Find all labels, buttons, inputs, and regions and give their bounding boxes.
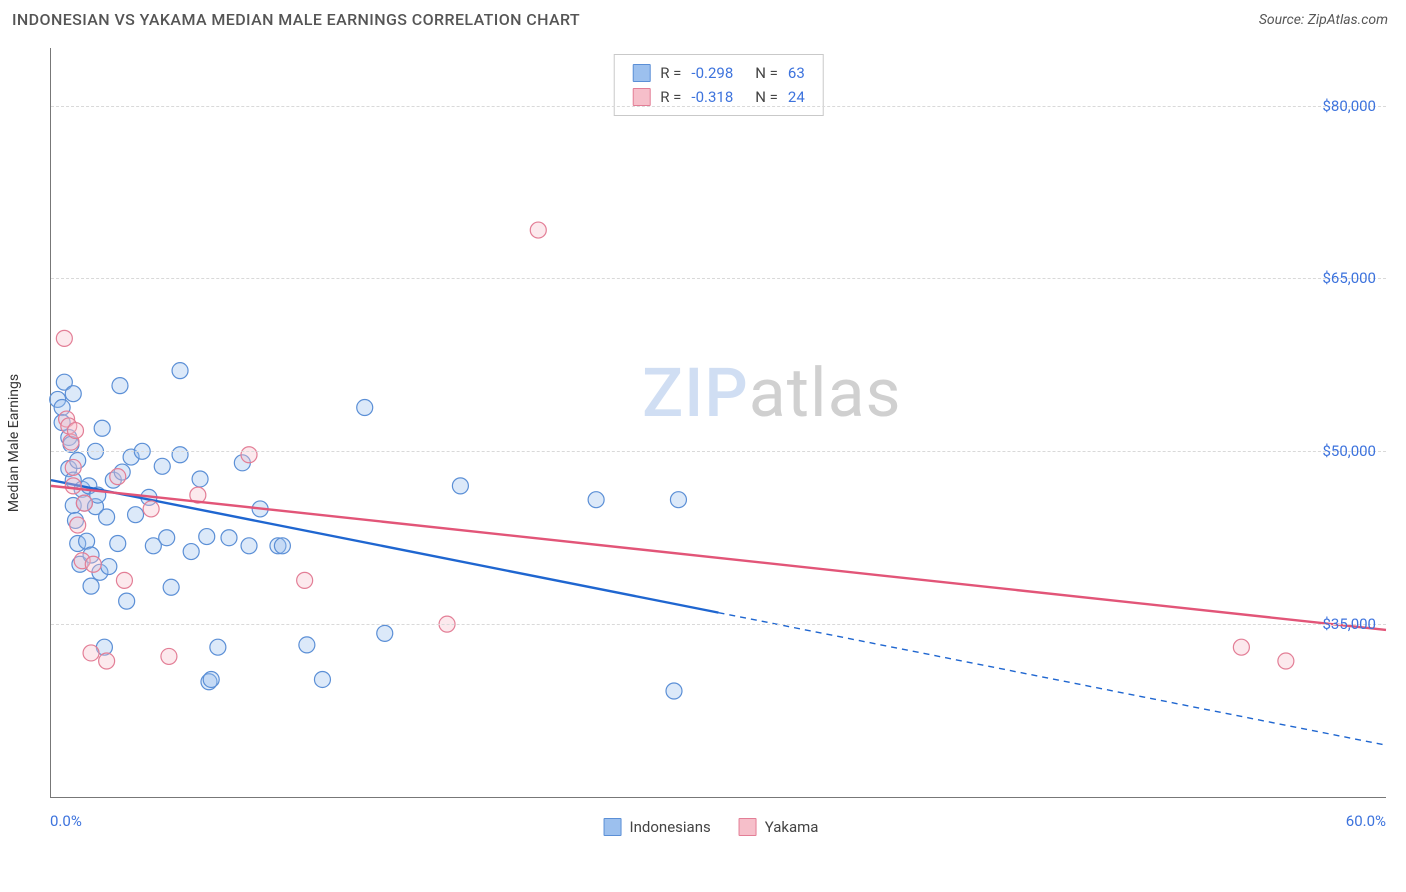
- scatter-point: [241, 447, 257, 463]
- stat-n-value: 63: [788, 61, 805, 85]
- plot-container: Median Male Earnings ZIPatlas R =-0.298N…: [36, 48, 1386, 838]
- y-tick-label: $80,000: [1322, 97, 1376, 115]
- scatter-point: [116, 572, 132, 588]
- scatter-point: [119, 593, 135, 609]
- legend-item: Indonesians: [604, 818, 711, 836]
- source-attribution: Source: ZipAtlas.com: [1259, 12, 1388, 28]
- scatter-point: [85, 556, 101, 572]
- scatter-point: [83, 578, 99, 594]
- scatter-point: [666, 683, 682, 699]
- scatter-point: [110, 535, 126, 551]
- correlation-stats-box: R =-0.298N =63R =-0.318N =24: [613, 54, 824, 116]
- swatch-icon: [604, 818, 622, 836]
- scatter-point: [161, 648, 177, 664]
- legend-item: Yakama: [739, 818, 819, 836]
- scatter-point: [297, 572, 313, 588]
- scatter-point: [530, 222, 546, 238]
- scatter-point: [1278, 653, 1294, 669]
- scatter-point: [65, 478, 81, 494]
- source-prefix: Source:: [1259, 12, 1308, 28]
- stats-row: R = -0.298 N = 63: [632, 61, 805, 85]
- scatter-point: [99, 653, 115, 669]
- legend-label: Yakama: [765, 818, 819, 836]
- scatter-point: [241, 538, 257, 554]
- y-tick-label: $50,000: [1322, 442, 1376, 460]
- gridline: [51, 278, 1386, 279]
- scatter-point: [274, 538, 290, 554]
- gridline: [51, 624, 1386, 625]
- scatter-point: [159, 530, 175, 546]
- plot-area: ZIPatlas R =-0.298N =63R =-0.318N =24 $8…: [50, 48, 1386, 798]
- scatter-point: [110, 469, 126, 485]
- scatter-point: [299, 637, 315, 653]
- swatch-icon: [739, 818, 757, 836]
- x-tick-max: 60.0%: [1346, 812, 1386, 830]
- bottom-legend: Indonesians Yakama: [604, 818, 819, 836]
- scatter-point: [203, 671, 219, 687]
- scatter-point: [357, 400, 373, 416]
- swatch-icon: [632, 64, 650, 82]
- chart-svg: [51, 48, 1386, 797]
- stat-n-label: N =: [755, 61, 778, 85]
- scatter-point: [70, 517, 86, 533]
- scatter-point: [94, 420, 110, 436]
- y-axis-label: Median Male Earnings: [6, 374, 22, 512]
- scatter-point: [56, 330, 72, 346]
- scatter-point: [183, 544, 199, 560]
- scatter-point: [99, 509, 115, 525]
- scatter-point: [1233, 639, 1249, 655]
- scatter-point: [67, 423, 83, 439]
- chart-title: INDONESIAN VS YAKAMA MEDIAN MALE EARNING…: [12, 10, 580, 29]
- scatter-point: [210, 639, 226, 655]
- swatch-icon: [632, 88, 650, 106]
- scatter-point: [112, 378, 128, 394]
- scatter-point: [172, 363, 188, 379]
- scatter-point: [154, 458, 170, 474]
- gridline: [51, 106, 1386, 107]
- scatter-point: [76, 495, 92, 511]
- scatter-point: [452, 478, 468, 494]
- scatter-point: [192, 471, 208, 487]
- scatter-point: [143, 501, 159, 517]
- scatter-point: [65, 386, 81, 402]
- scatter-point: [65, 459, 81, 475]
- gridline: [51, 451, 1386, 452]
- scatter-point: [163, 579, 179, 595]
- scatter-point: [83, 645, 99, 661]
- stat-r-value: -0.298: [691, 61, 733, 85]
- scatter-point: [199, 529, 215, 545]
- scatter-point: [221, 530, 237, 546]
- legend-label: Indonesians: [630, 818, 711, 836]
- trend-line: [51, 486, 1386, 630]
- scatter-point: [670, 492, 686, 508]
- scatter-point: [172, 447, 188, 463]
- y-tick-label: $65,000: [1322, 269, 1376, 287]
- scatter-point: [377, 625, 393, 641]
- source-name: ZipAtlas.com: [1308, 12, 1388, 28]
- y-tick-label: $35,000: [1322, 615, 1376, 633]
- trend-line-extrapolation: [719, 613, 1387, 746]
- scatter-point: [314, 671, 330, 687]
- scatter-point: [588, 492, 604, 508]
- scatter-point: [128, 507, 144, 523]
- x-tick-min: 0.0%: [50, 812, 82, 830]
- scatter-point: [101, 559, 117, 575]
- stat-r-label: R =: [660, 61, 681, 85]
